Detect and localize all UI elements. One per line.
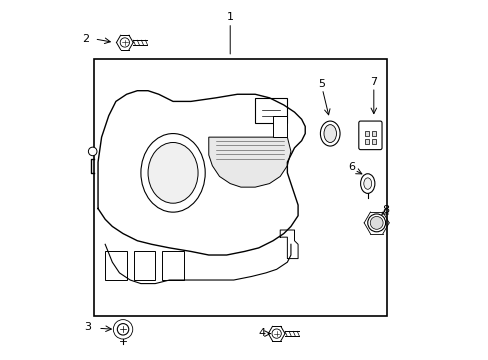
Text: 7: 7 [369,77,377,87]
Polygon shape [208,137,290,187]
Text: 2: 2 [82,34,89,44]
Text: 3: 3 [84,322,91,332]
Circle shape [117,324,128,335]
Ellipse shape [141,134,205,212]
Bar [162,251,183,280]
Text: 1: 1 [226,13,233,22]
Bar [364,131,368,136]
Circle shape [369,216,382,229]
Bar [105,251,126,280]
Bar [371,139,376,144]
Text: 8: 8 [382,205,389,215]
Bar [371,131,376,136]
Ellipse shape [320,121,339,146]
Circle shape [271,329,281,338]
Text: 4: 4 [258,328,264,338]
Bar [94,59,386,316]
Bar [134,251,155,280]
FancyBboxPatch shape [358,121,381,150]
Circle shape [88,147,97,156]
Ellipse shape [360,174,374,193]
Bar [272,116,287,137]
Ellipse shape [324,125,336,143]
Bar [364,139,368,144]
Bar [255,98,287,123]
Circle shape [120,38,129,47]
Ellipse shape [363,178,371,189]
Text: 5: 5 [317,78,324,89]
Ellipse shape [148,143,198,203]
Ellipse shape [367,214,385,232]
Text: 6: 6 [347,162,354,172]
